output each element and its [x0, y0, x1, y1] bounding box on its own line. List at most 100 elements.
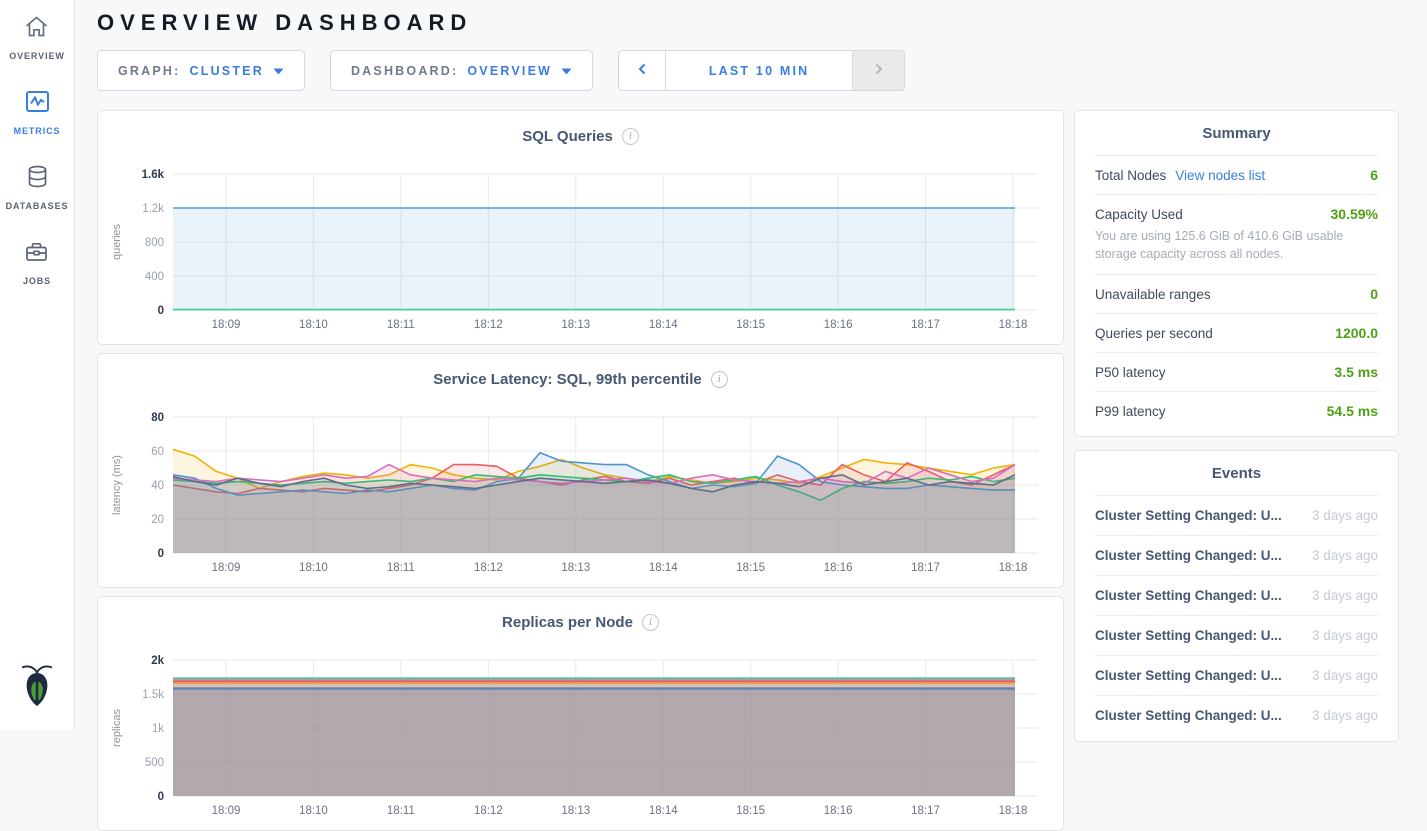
sidebar-item-overview[interactable]: OVERVIEW [9, 14, 65, 61]
view-nodes-list-link[interactable]: View nodes list [1175, 168, 1265, 183]
chevron-down-icon [273, 62, 284, 80]
event-title: Cluster Setting Changed: U... [1095, 628, 1282, 643]
summary-label: Total Nodes [1095, 168, 1166, 183]
events-title: Events [1095, 465, 1378, 495]
home-icon [23, 14, 50, 45]
sidebar-item-databases[interactable]: DATABASES [6, 164, 69, 211]
sidebar-item-metrics[interactable]: METRICS [14, 89, 61, 136]
event-title: Cluster Setting Changed: U... [1095, 508, 1282, 523]
event-timestamp: 3 days ago [1312, 708, 1378, 723]
dashboard-dropdown-value: OVERVIEW [467, 64, 552, 78]
graph-dropdown-value: CLUSTER [190, 64, 264, 78]
event-title: Cluster Setting Changed: U... [1095, 668, 1282, 683]
info-icon[interactable]: i [642, 614, 659, 631]
database-icon [24, 164, 51, 195]
svg-text:18:10: 18:10 [299, 319, 328, 331]
svg-text:18:18: 18:18 [999, 562, 1028, 574]
summary-row-total-nodes: Total Nodes View nodes list 6 [1095, 155, 1378, 194]
svg-text:18:16: 18:16 [824, 562, 853, 574]
event-row: Cluster Setting Changed: U... 3 days ago [1095, 575, 1378, 615]
events-panel: Events Cluster Setting Changed: U... 3 d… [1074, 450, 1399, 742]
svg-text:18:09: 18:09 [212, 319, 241, 331]
event-title: Cluster Setting Changed: U... [1095, 588, 1282, 603]
svg-text:18:11: 18:11 [387, 805, 415, 817]
svg-text:18:10: 18:10 [299, 562, 328, 574]
metrics-icon [24, 89, 51, 120]
summary-row-p50-latency: P50 latency 3.5 ms [1095, 352, 1378, 391]
event-timestamp: 3 days ago [1312, 508, 1378, 523]
summary-value: 0 [1370, 286, 1378, 302]
time-range-prev-button[interactable] [619, 51, 666, 90]
svg-text:18:18: 18:18 [999, 319, 1028, 331]
event-timestamp: 3 days ago [1312, 548, 1378, 563]
summary-label: Unavailable ranges [1095, 287, 1211, 302]
graph-dropdown[interactable]: GRAPH: CLUSTER [97, 50, 305, 91]
svg-text:18:14: 18:14 [649, 562, 678, 574]
svg-text:18:16: 18:16 [824, 805, 853, 817]
svg-text:18:12: 18:12 [474, 319, 503, 331]
summary-value: 1200.0 [1335, 325, 1378, 341]
svg-text:1.2k: 1.2k [142, 203, 164, 215]
svg-text:500: 500 [145, 757, 164, 769]
summary-label: Queries per second [1095, 326, 1213, 341]
svg-text:18:14: 18:14 [649, 319, 678, 331]
svg-text:1k: 1k [152, 723, 164, 735]
graph-dropdown-label: GRAPH: [118, 64, 181, 78]
svg-text:replicas: replicas [111, 709, 123, 747]
event-row: Cluster Setting Changed: U... 3 days ago [1095, 695, 1378, 735]
svg-text:18:15: 18:15 [736, 562, 765, 574]
svg-text:18:18: 18:18 [999, 805, 1028, 817]
summary-value: 54.5 ms [1327, 403, 1378, 419]
summary-row-p99-latency: P99 latency 54.5 ms [1095, 391, 1378, 430]
svg-text:1.5k: 1.5k [142, 689, 164, 701]
summary-panel: Summary Total Nodes View nodes list 6 Ca… [1074, 110, 1399, 437]
info-icon[interactable]: i [711, 371, 728, 388]
sidebar-item-label: METRICS [14, 126, 61, 136]
dashboard-dropdown-label: DASHBOARD: [351, 64, 458, 78]
svg-text:18:09: 18:09 [212, 805, 241, 817]
summary-value: 30.59% [1331, 206, 1378, 222]
event-timestamp: 3 days ago [1312, 588, 1378, 603]
svg-text:queries: queries [111, 223, 123, 260]
summary-value: 6 [1370, 167, 1378, 183]
svg-text:18:11: 18:11 [387, 562, 415, 574]
event-timestamp: 3 days ago [1312, 628, 1378, 643]
sidebar-item-label: DATABASES [6, 201, 69, 211]
svg-text:20: 20 [151, 514, 164, 526]
sidebar-item-label: OVERVIEW [9, 51, 65, 61]
svg-text:40: 40 [151, 480, 164, 492]
summary-row-capacity-used: Capacity Used 30.59% You are using 125.6… [1095, 194, 1378, 274]
svg-text:18:12: 18:12 [474, 805, 503, 817]
page: OVERVIEW DASHBOARD GRAPH: CLUSTER DASHBO… [75, 0, 1427, 831]
time-range-next-button[interactable] [852, 51, 904, 90]
svg-text:80: 80 [151, 412, 164, 424]
svg-text:18:11: 18:11 [387, 319, 415, 331]
summary-value: 3.5 ms [1334, 364, 1378, 380]
svg-text:18:12: 18:12 [474, 562, 503, 574]
chevron-right-icon [871, 61, 886, 80]
cockroachdb-logo[interactable] [18, 661, 56, 718]
svg-text:18:17: 18:17 [911, 319, 940, 331]
chart-title: Replicas per Node [502, 614, 633, 631]
svg-text:1.6k: 1.6k [142, 169, 165, 181]
summary-row-queries-per-second: Queries per second 1200.0 [1095, 313, 1378, 352]
event-row: Cluster Setting Changed: U... 3 days ago [1095, 655, 1378, 695]
sidebar-item-jobs[interactable]: JOBS [23, 239, 51, 286]
service-latency-chart-card: Service Latency: SQL, 99th percentile i … [97, 353, 1064, 588]
info-icon[interactable]: i [622, 128, 639, 145]
svg-text:0: 0 [158, 305, 164, 317]
svg-text:0: 0 [158, 791, 164, 803]
right-column: Summary Total Nodes View nodes list 6 Ca… [1074, 110, 1399, 742]
controls-bar: GRAPH: CLUSTER DASHBOARD: OVERVIEW LAST … [97, 50, 1402, 91]
time-range-value[interactable]: LAST 10 MIN [666, 51, 852, 90]
event-title: Cluster Setting Changed: U... [1095, 708, 1282, 723]
chart-title: Service Latency: SQL, 99th percentile [433, 371, 701, 388]
svg-text:800: 800 [145, 237, 164, 249]
dashboard-dropdown[interactable]: DASHBOARD: OVERVIEW [330, 50, 593, 91]
svg-text:400: 400 [145, 271, 164, 283]
